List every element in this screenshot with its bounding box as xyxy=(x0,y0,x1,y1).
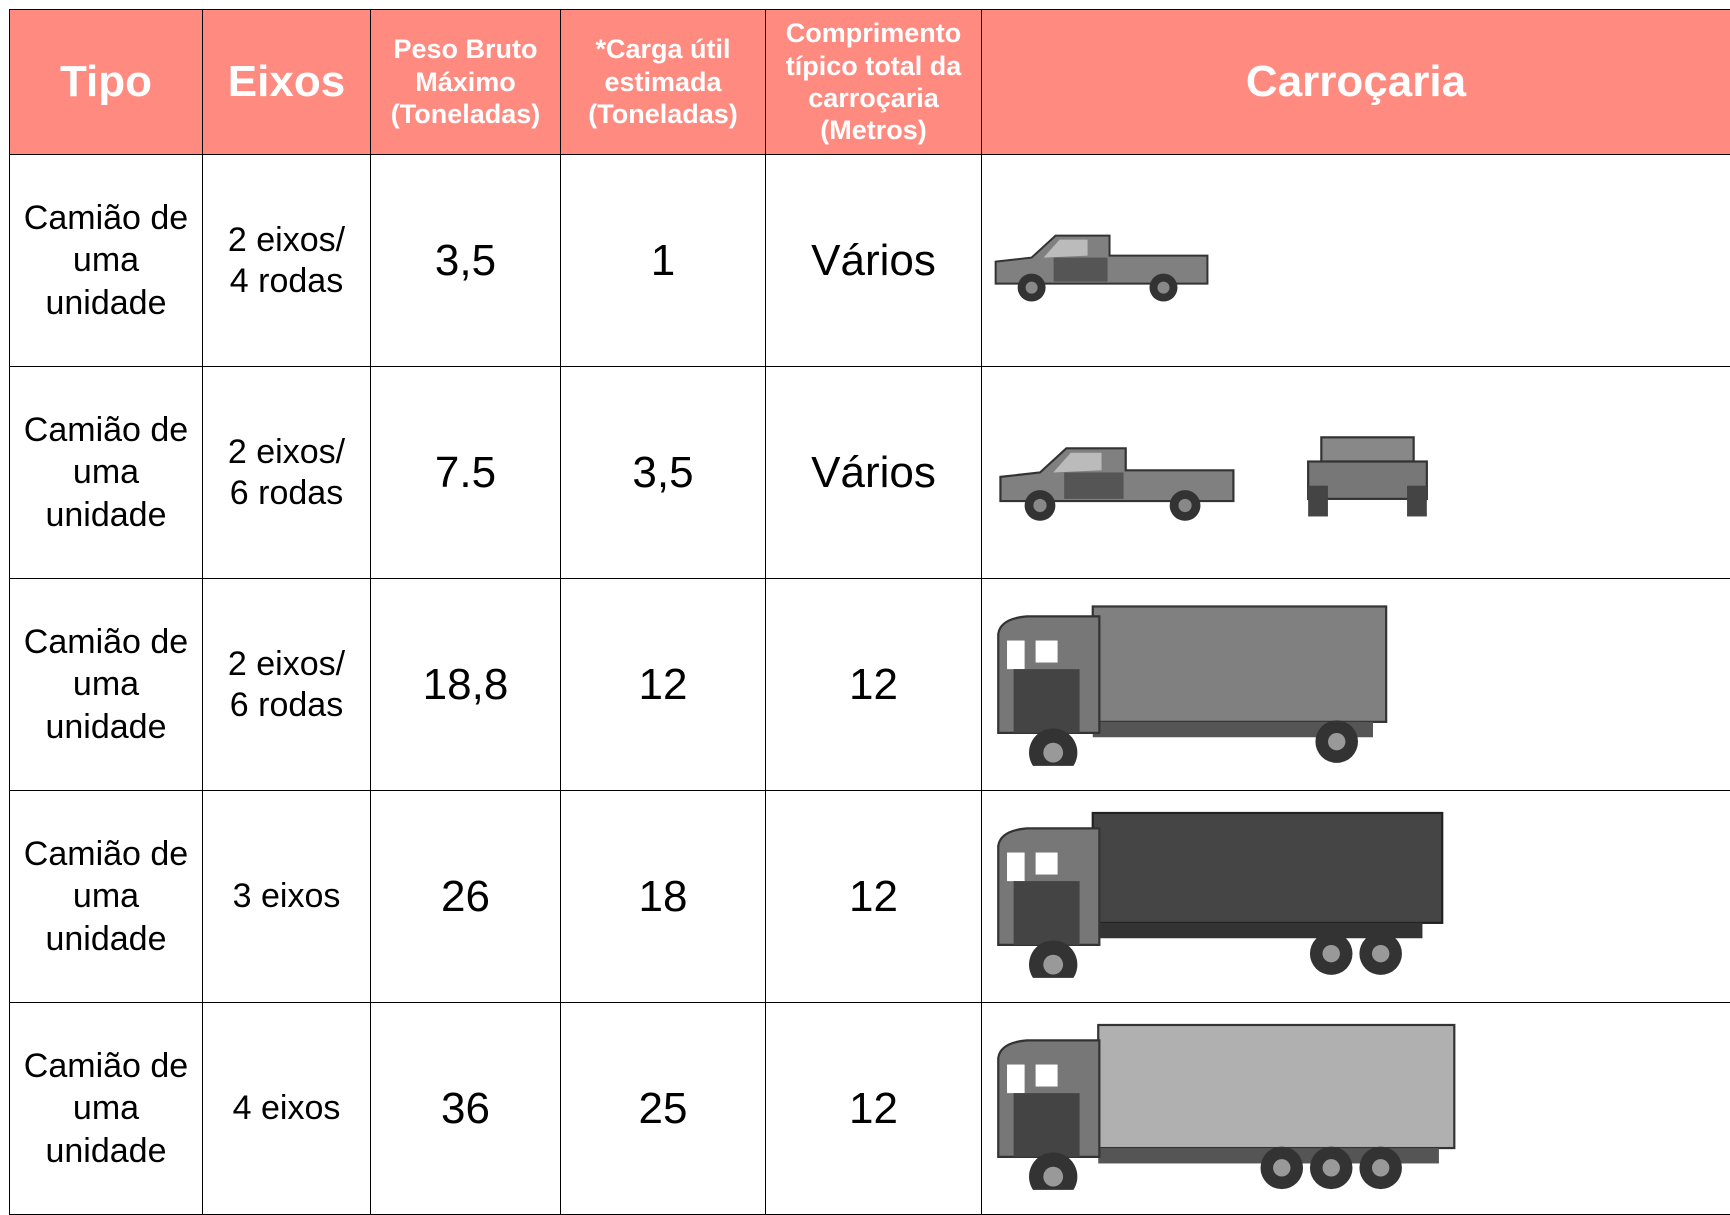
table-cell: 2 eixos/ 4 rodas xyxy=(203,155,371,367)
truck-icon xyxy=(982,579,1730,790)
header-row: Tipo Eixos Peso Bruto Máximo (Toneladas)… xyxy=(10,10,1730,155)
table-cell: 12 xyxy=(766,1003,982,1215)
truck-icon xyxy=(982,791,1730,1002)
truck-icon xyxy=(982,367,1730,578)
table-cell: Camião de uma unidade xyxy=(10,367,203,579)
table-cell: 18,8 xyxy=(371,579,561,791)
table-cell: Camião de uma unidade xyxy=(10,1003,203,1215)
table-cell: 1 xyxy=(561,155,766,367)
truck-image-cell xyxy=(982,579,1730,791)
table-cell: 26 xyxy=(371,791,561,1003)
table-cell: Camião de uma unidade xyxy=(10,791,203,1003)
header-cell: Carroçaria xyxy=(982,10,1730,155)
truck-icon xyxy=(982,155,1730,366)
truck-image-cell xyxy=(982,1003,1730,1215)
header-cell: Tipo xyxy=(10,10,203,155)
truck-icon xyxy=(982,1003,1730,1214)
table-cell: 4 eixos xyxy=(203,1003,371,1215)
table-cell: Vários xyxy=(766,155,982,367)
table-cell: 12 xyxy=(766,791,982,1003)
header-cell: Eixos xyxy=(203,10,371,155)
truck-image-cell xyxy=(982,367,1730,579)
truck-image-cell xyxy=(982,791,1730,1003)
table-cell: 7.5 xyxy=(371,367,561,579)
header-cell: Peso Bruto Máximo (Toneladas) xyxy=(371,10,561,155)
table-cell: 25 xyxy=(561,1003,766,1215)
table-cell: 3,5 xyxy=(561,367,766,579)
table-cell: 12 xyxy=(766,579,982,791)
truck-image-cell xyxy=(982,155,1730,367)
table-cell: Vários xyxy=(766,367,982,579)
table-cell: 2 eixos/ 6 rodas xyxy=(203,579,371,791)
table-cell: 18 xyxy=(561,791,766,1003)
header-cell: *Carga útil estimada (Toneladas) xyxy=(561,10,766,155)
table-cell: 36 xyxy=(371,1003,561,1215)
table-cell: 2 eixos/ 6 rodas xyxy=(203,367,371,579)
header-cell: Comprimento típico total da carroçaria (… xyxy=(766,10,982,155)
truck-table: Tipo Eixos Peso Bruto Máximo (Toneladas)… xyxy=(9,9,1730,1215)
table-cell: Camião de uma unidade xyxy=(10,155,203,367)
table-cell: 3,5 xyxy=(371,155,561,367)
table-cell: 12 xyxy=(561,579,766,791)
table-cell: 3 eixos xyxy=(203,791,371,1003)
table-cell: Camião de uma unidade xyxy=(10,579,203,791)
